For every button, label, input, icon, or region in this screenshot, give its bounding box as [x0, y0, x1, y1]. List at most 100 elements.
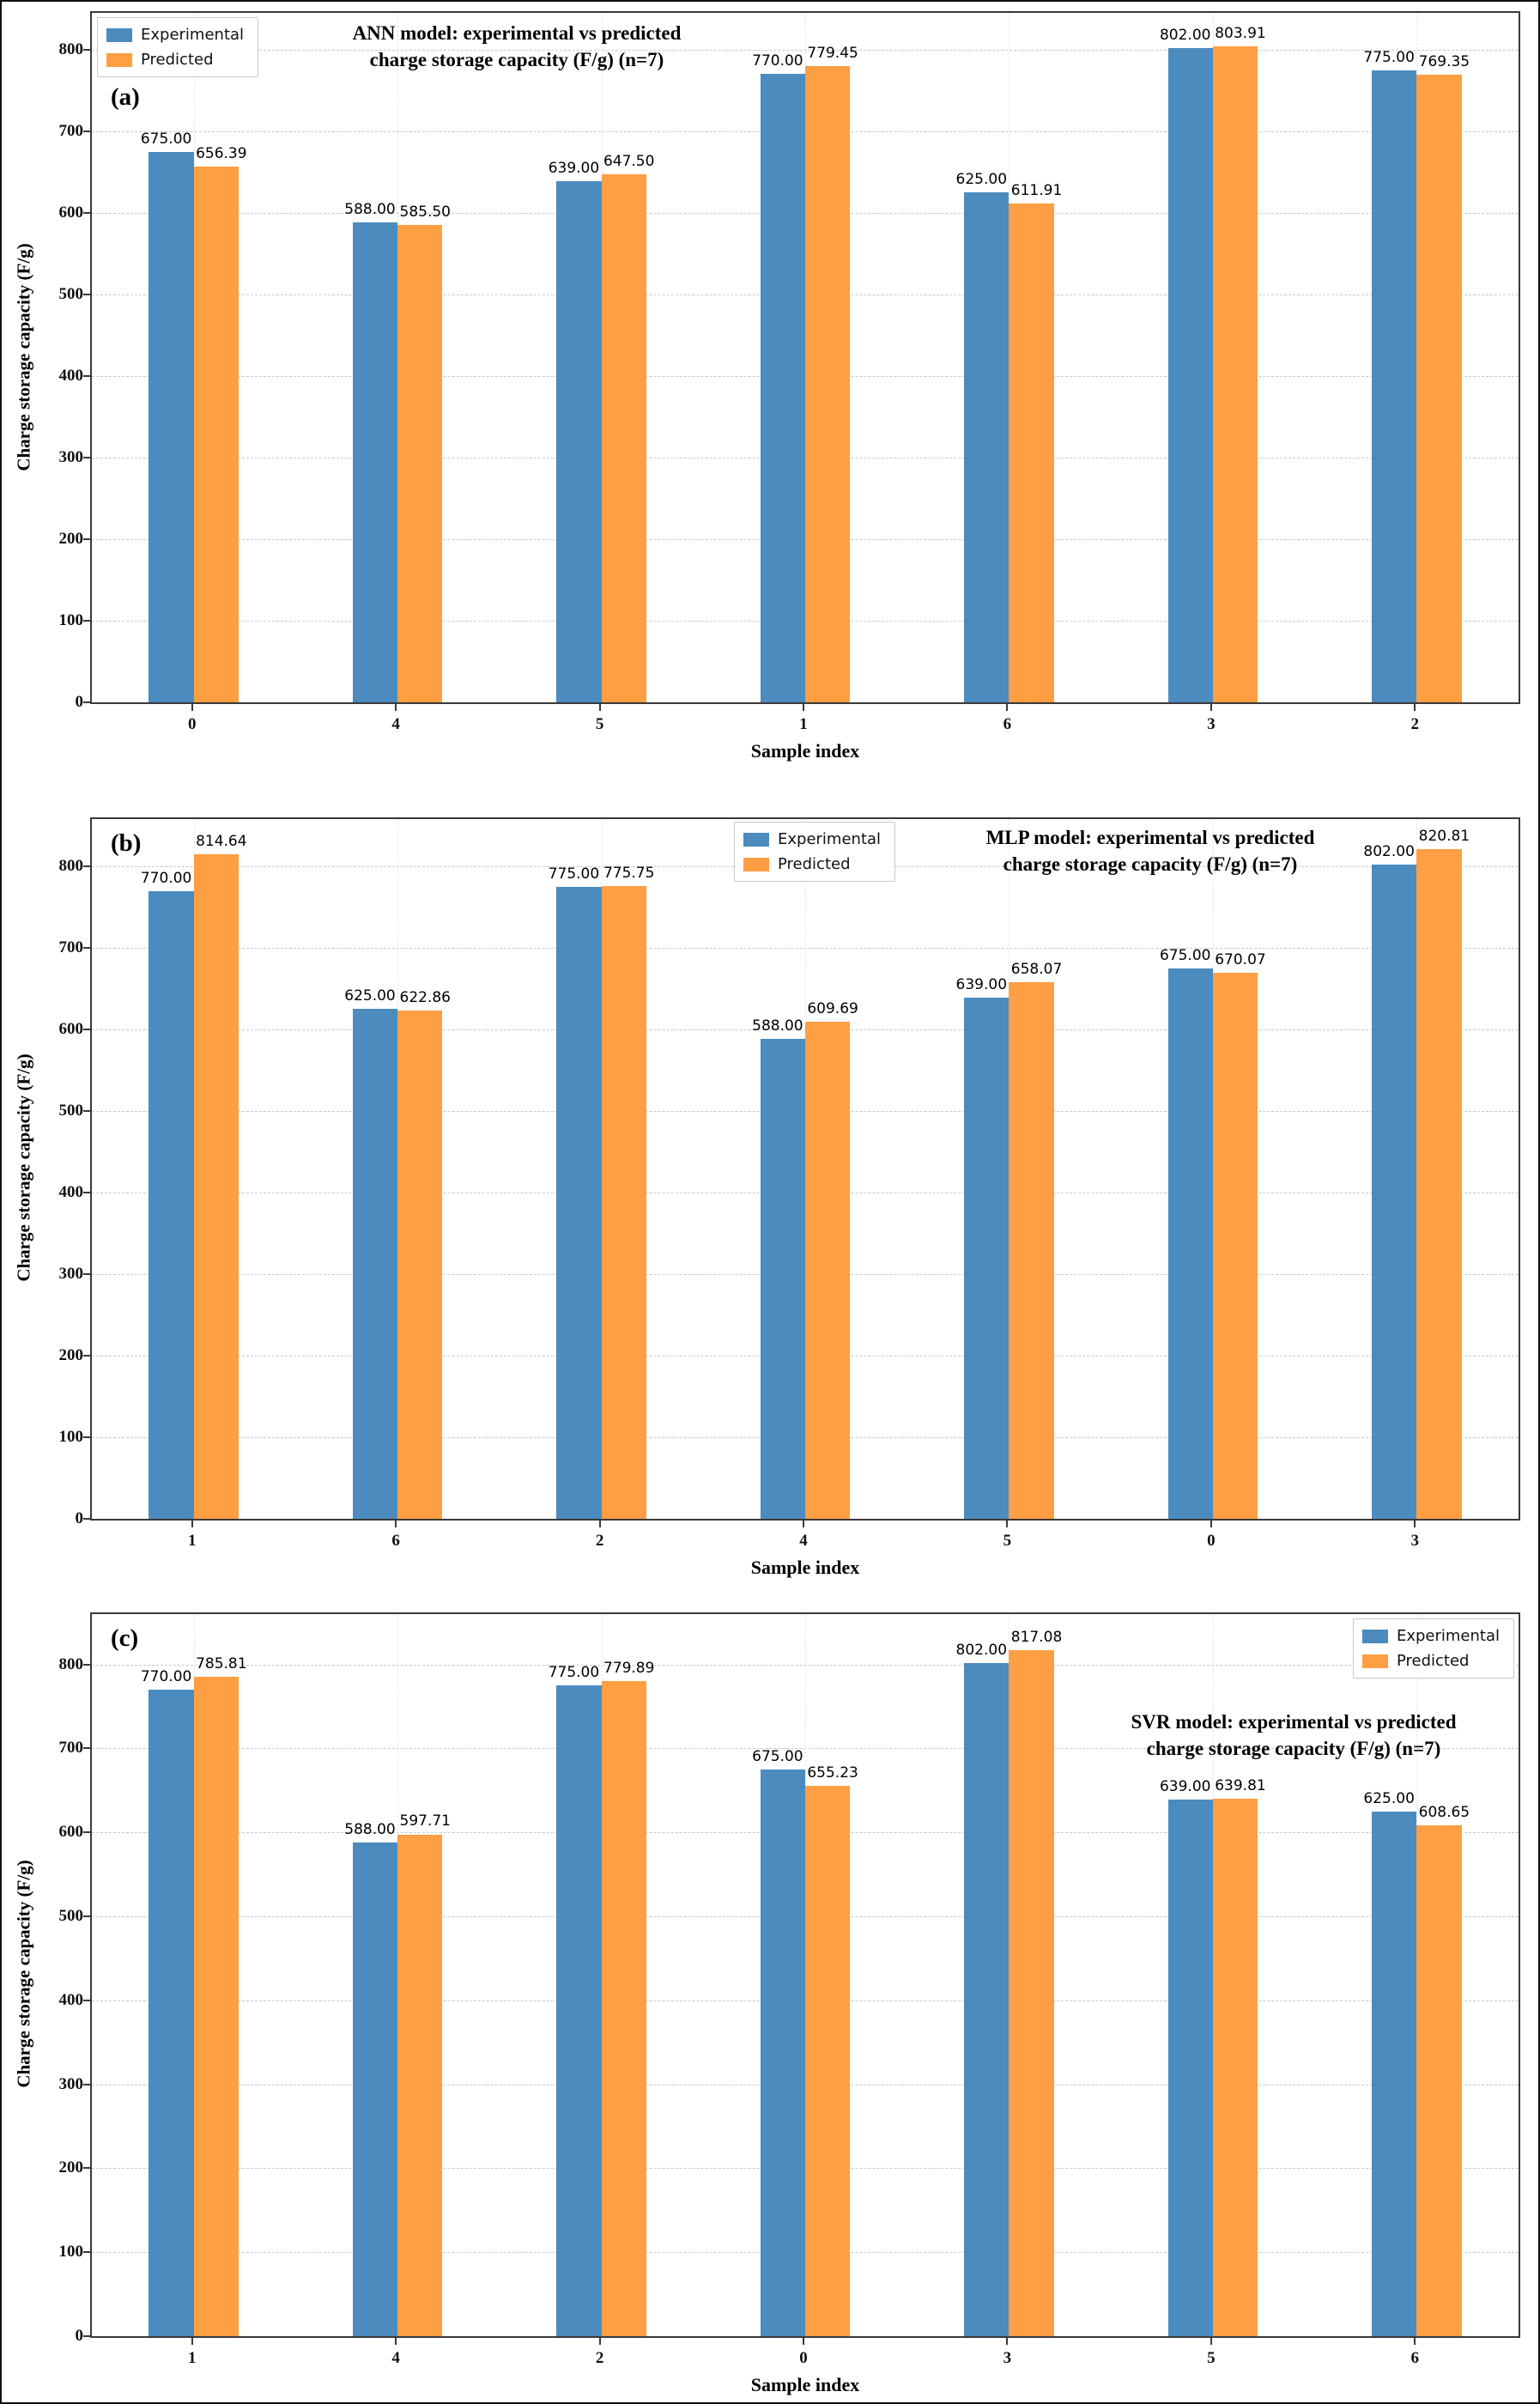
y-tick-mark [83, 2083, 90, 2085]
x-tick-label: 5 [595, 715, 604, 733]
y-tick-label: 700 [58, 121, 84, 140]
y-tick-label: 300 [58, 447, 84, 466]
bar-predicted [1009, 1649, 1054, 2336]
bar-value-label: 675.00 [752, 1747, 803, 1765]
y-tick-mark [83, 537, 90, 540]
bar-predicted [601, 1681, 646, 2336]
bar-value-label: 639.00 [1159, 1778, 1211, 1796]
legend-item-predicted: Predicted [106, 51, 244, 69]
y-tick-label: 400 [58, 1990, 84, 2009]
bar-value-label: 779.89 [603, 1660, 655, 1678]
x-tick-label: 4 [799, 1532, 808, 1550]
y-axis-label: Charge storage capacity (F/g) [13, 243, 34, 471]
y-tick-label: 0 [75, 2327, 84, 2345]
x-tick-mark [1210, 1521, 1212, 1527]
x-tick-mark [1006, 2338, 1009, 2345]
x-tick-label: 1 [799, 715, 808, 733]
x-tick-mark [191, 1521, 193, 1527]
chart-title: ANN model: experimental vs predicted cha… [353, 20, 682, 73]
x-tick-mark [1210, 2338, 1212, 2345]
bar-value-label: 802.00 [1159, 26, 1211, 44]
x-tick-label: 6 [1410, 2349, 1420, 2367]
bar-value-label: 625.00 [1363, 1789, 1415, 1807]
bar-experimental [556, 886, 602, 1519]
y-tick-label: 200 [58, 529, 84, 548]
chart-title-line1: ANN model: experimental vs predicted [352, 22, 682, 44]
bar-value-label: 779.45 [807, 45, 858, 63]
plot-area: Experimental Predicted ANN model: experi… [90, 11, 1520, 704]
bar-predicted [397, 1011, 443, 1519]
bar-predicted [1212, 972, 1258, 1519]
y-tick-mark [83, 48, 90, 51]
x-tick-mark [803, 2338, 804, 2345]
bar-predicted [1009, 203, 1054, 702]
bar-value-label: 655.23 [807, 1764, 858, 1782]
bar-predicted [193, 854, 239, 1519]
y-tick-label: 200 [58, 2158, 84, 2177]
bar-value-label: 639.00 [548, 159, 600, 177]
y-tick-label: 600 [58, 1823, 84, 1842]
x-tick-label: 4 [391, 715, 400, 733]
y-tick-label: 800 [58, 857, 84, 876]
x-tick-mark [1414, 704, 1416, 711]
chart-panel-a: Charge storage capacity (F/g) Experiment… [2, 2, 1538, 781]
x-tick-label: 6 [391, 1532, 400, 1550]
y-tick-mark [83, 130, 90, 132]
panel-label: (c) [111, 1624, 139, 1652]
y-tick-label: 800 [58, 1654, 84, 1673]
legend-item-experimental: Experimental [106, 26, 244, 44]
x-tick-label: 4 [391, 2349, 400, 2367]
legend-label-predicted: Predicted [778, 855, 851, 873]
bar-predicted [193, 1676, 239, 2336]
x-tick-label: 1 [187, 2349, 197, 2367]
x-axis-label: Sample index [750, 2374, 860, 2395]
y-tick-label: 700 [58, 1739, 84, 1757]
x-tick-label: 2 [595, 1532, 604, 1550]
bar-value-label: 770.00 [752, 52, 803, 70]
y-tick-label: 300 [58, 1265, 84, 1284]
bar-predicted [1212, 1799, 1258, 2336]
bar-value-label: 770.00 [140, 869, 192, 887]
x-tick-mark [598, 704, 601, 711]
y-tick-mark [83, 456, 90, 458]
legend-label-experimental: Experimental [1396, 1627, 1500, 1645]
y-tick-mark [83, 211, 90, 214]
y-axis-label: Charge storage capacity (F/g) [13, 1053, 34, 1282]
legend: Experimental Predicted [1352, 1618, 1514, 1679]
bar-value-label: 802.00 [1363, 843, 1415, 861]
bar-experimental [964, 998, 1009, 1519]
bar-predicted [1416, 1824, 1462, 2336]
x-tick-mark [803, 704, 804, 711]
legend-swatch-experimental-icon [743, 832, 769, 847]
bar-predicted [601, 173, 646, 702]
legend-swatch-experimental-icon [1361, 1629, 1388, 1643]
y-tick-mark [83, 1192, 90, 1194]
x-tick-mark [1414, 2338, 1416, 2345]
bar-value-label: 775.00 [1363, 48, 1415, 66]
bar-value-label: 597.71 [399, 1812, 451, 1830]
bar-value-label: 775.00 [548, 865, 600, 883]
bar-value-label: 803.91 [1215, 25, 1266, 43]
chart-title-line2: charge storage capacity (F/g) (n=7) [1003, 853, 1298, 875]
chart-title: MLP model: experimental vs predicted cha… [986, 824, 1315, 877]
legend-item-experimental: Experimental [743, 830, 881, 848]
y-tick-mark [83, 619, 90, 622]
bar-value-label: 625.00 [955, 171, 1008, 189]
bar-value-label: 770.00 [140, 1668, 192, 1685]
y-tick-label: 500 [58, 284, 84, 303]
bar-value-label: 775.75 [603, 865, 655, 883]
bar-value-label: 608.65 [1418, 1803, 1470, 1821]
legend-label-experimental: Experimental [141, 26, 245, 44]
chart-title-line1: SVR model: experimental vs predicted [1131, 1711, 1457, 1733]
bar-value-label: 785.81 [196, 1654, 247, 1672]
bar-experimental [1167, 47, 1213, 702]
y-tick-mark [83, 1273, 90, 1276]
x-tick-label: 3 [1003, 2349, 1012, 2367]
x-tick-mark [191, 2338, 193, 2345]
legend: Experimental Predicted [734, 822, 896, 882]
legend-item-predicted: Predicted [743, 855, 881, 873]
bar-experimental [149, 1690, 194, 2336]
y-tick-label: 400 [58, 1183, 84, 1202]
legend-swatch-experimental-icon [106, 27, 132, 42]
bar-value-label: 585.50 [399, 203, 451, 221]
